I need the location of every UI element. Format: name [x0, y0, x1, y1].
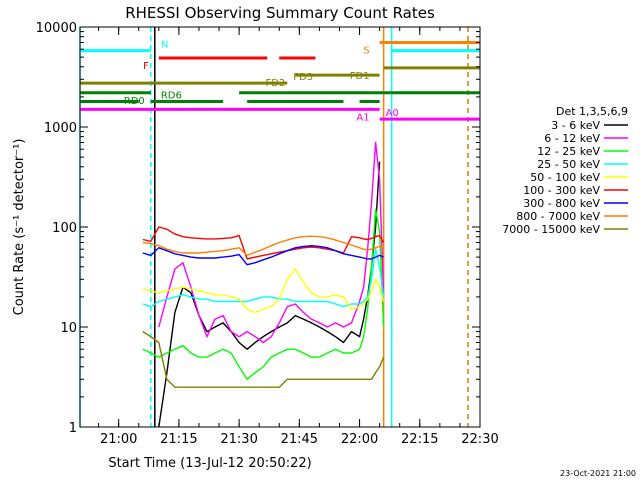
axis-layer: 1 10 100 1000 10000 21:00 21:15 21:30 21:45 22:00… — [36, 21, 499, 447]
x-tick-label: 21:30 — [220, 432, 257, 447]
series-line — [142, 235, 384, 257]
series-line — [142, 226, 385, 260]
x-tick-label: 22:15 — [401, 432, 438, 447]
x-tick-label: 22:00 — [341, 432, 378, 447]
state-bar-label: FD3 — [293, 72, 313, 83]
y-tick-label: 10000 — [36, 21, 77, 36]
y-tick-label: 100 — [52, 221, 77, 236]
x-axis-label: Start Time (13-Jul-12 20:50:22) — [108, 456, 311, 471]
x-tick-label: 21:45 — [281, 432, 318, 447]
y-axis-label: Count Rate (s⁻¹ detector⁻¹) — [12, 139, 27, 316]
state-bar-label: F — [143, 61, 149, 72]
series-line — [142, 248, 385, 308]
series-line — [142, 331, 385, 388]
legend-title: Det 1,3,5,6,9 — [556, 105, 628, 118]
state-bar-label: S — [363, 45, 369, 56]
series-line — [142, 268, 385, 314]
plot-area: NFSFD1FD2FD3RD0RD6A1A0 — [79, 27, 480, 427]
state-bar-label: N — [161, 40, 168, 51]
x-tick-label: 22:30 — [461, 432, 498, 447]
legend-entry-label: 12 - 25 keV — [537, 145, 600, 158]
legend-entry-label: 100 - 300 keV — [523, 184, 600, 197]
y-tick-label: 1000 — [44, 121, 77, 136]
series-line — [142, 245, 384, 266]
series-line — [158, 141, 385, 344]
legend-entry-label: 25 - 50 keV — [537, 158, 600, 171]
state-bar-label: RD6 — [161, 90, 182, 101]
y-tick-label: 1 — [69, 421, 77, 436]
legend-entry-label: 300 - 800 keV — [523, 197, 600, 210]
footer-timestamp: 23-Oct-2021 21:00 — [560, 469, 636, 478]
legend-entry-label: 7000 - 15000 keV — [502, 223, 600, 236]
x-tick-label: 21:15 — [160, 432, 197, 447]
y-tick-label: 10 — [60, 321, 77, 336]
data-layer — [142, 141, 385, 428]
chart-title: RHESSI Observing Summary Count Rates — [125, 4, 435, 22]
legend-entry-label: 3 - 6 keV — [551, 119, 600, 132]
state-bar-label: A1 — [356, 112, 369, 123]
legend-entry-label: 6 - 12 keV — [544, 132, 600, 145]
state-bar-label: A0 — [386, 108, 399, 119]
x-tick-label: 21:00 — [100, 432, 137, 447]
legend-entry-label: 50 - 100 keV — [530, 171, 600, 184]
legend-entry-label: 800 - 7000 keV — [516, 210, 600, 223]
series-line — [142, 208, 385, 380]
